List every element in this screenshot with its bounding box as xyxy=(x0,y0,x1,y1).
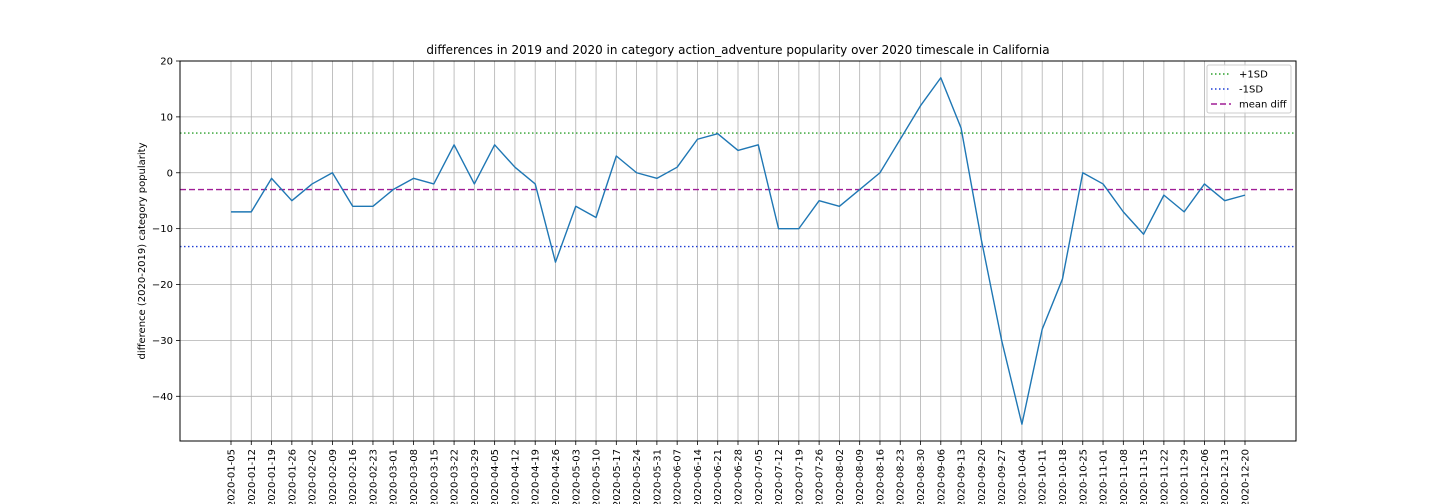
y-tick-label: −10 xyxy=(152,224,173,235)
x-tick-label: 2020-09-27 xyxy=(997,449,1008,504)
x-tick-label: 2020-07-19 xyxy=(794,449,805,504)
x-tick-label: 2020-12-20 xyxy=(1241,449,1252,504)
x-tick-label: 2020-06-21 xyxy=(713,449,724,504)
x-tick-label: 2020-07-05 xyxy=(754,449,765,504)
y-axis-ticks: 20 10 0 −10 −20 −30 −40 xyxy=(152,57,180,403)
x-tick-label: 2020-03-01 xyxy=(389,449,400,504)
x-tick-label: 2020-12-13 xyxy=(1220,449,1231,504)
y-tick-label: 20 xyxy=(160,57,173,68)
x-tick-label: 2020-10-04 xyxy=(1017,449,1028,504)
x-tick-label: 2020-07-12 xyxy=(774,449,785,504)
y-axis-label: difference (2020-2019) category populari… xyxy=(137,142,148,359)
legend: +1SD -1SD mean diff xyxy=(1206,64,1292,114)
x-tick-label: 2020-06-07 xyxy=(673,449,684,504)
x-tick-label: 2020-08-09 xyxy=(855,449,866,504)
x-tick-label: 2020-04-26 xyxy=(551,449,562,504)
x-tick-label: 2020-04-19 xyxy=(531,449,542,504)
x-tick-label: 2020-05-24 xyxy=(632,449,643,504)
x-tick-label: 2020-09-20 xyxy=(977,449,988,504)
x-tick-label: 2020-03-29 xyxy=(470,449,481,504)
x-tick-label: 2020-05-03 xyxy=(571,449,582,504)
x-tick-label: 2020-11-01 xyxy=(1099,449,1110,504)
x-tick-label: 2020-09-06 xyxy=(936,449,947,504)
x-tick-label: 2020-05-10 xyxy=(592,449,603,504)
x-tick-label: 2020-02-02 xyxy=(308,449,319,504)
x-tick-label: 2020-11-08 xyxy=(1119,449,1130,504)
x-tick-label: 2020-02-23 xyxy=(368,449,379,504)
x-tick-label: 2020-10-18 xyxy=(1058,449,1069,504)
x-tick-label: 2020-08-16 xyxy=(875,449,886,504)
reference-lines xyxy=(180,132,1296,248)
legend-label: +1SD xyxy=(1239,70,1268,81)
x-tick-label: 2020-08-02 xyxy=(835,449,846,504)
y-tick-label: −40 xyxy=(152,392,173,403)
legend-label: -1SD xyxy=(1239,85,1263,96)
x-tick-label: 2020-08-30 xyxy=(916,449,927,504)
x-tick-label: 2020-07-26 xyxy=(815,449,826,504)
x-tick-label: 2020-04-12 xyxy=(510,449,521,504)
x-tick-label: 2020-01-19 xyxy=(267,449,278,504)
x-tick-label: 2020-02-09 xyxy=(328,449,339,504)
grid-lines xyxy=(180,60,1296,441)
x-tick-label: 2020-05-31 xyxy=(652,449,663,504)
x-tick-label: 2020-10-25 xyxy=(1078,449,1089,504)
x-tick-label: 2020-01-05 xyxy=(227,449,238,504)
x-tick-label: 2020-05-17 xyxy=(612,449,623,504)
x-tick-label: 2020-11-29 xyxy=(1180,449,1191,504)
x-tick-label: 2020-03-08 xyxy=(409,449,420,504)
x-tick-label: 2020-04-05 xyxy=(490,449,501,504)
x-tick-label: 2020-11-15 xyxy=(1139,449,1150,504)
x-tick-label: 2020-02-16 xyxy=(348,449,359,504)
series-line xyxy=(231,77,1246,425)
x-tick-label: 2020-09-13 xyxy=(957,449,968,504)
x-tick-label: 2020-01-26 xyxy=(287,449,298,504)
y-tick-label: −30 xyxy=(152,336,173,347)
x-tick-label: 2020-12-06 xyxy=(1200,449,1211,504)
legend-box xyxy=(1206,64,1292,114)
x-tick-label: 2020-06-28 xyxy=(734,449,745,504)
y-tick-label: 10 xyxy=(160,112,173,123)
x-tick-label: 2020-11-22 xyxy=(1159,449,1170,504)
series-layer xyxy=(231,77,1246,425)
x-tick-label: 2020-10-11 xyxy=(1038,449,1049,504)
x-tick-label: 2020-01-12 xyxy=(247,449,258,504)
x-tick-label: 2020-03-22 xyxy=(450,449,461,504)
y-tick-label: −20 xyxy=(152,280,173,291)
y-tick-label: 0 xyxy=(167,168,173,179)
x-tick-label: 2020-03-15 xyxy=(429,449,440,504)
x-tick-label: 2020-08-23 xyxy=(896,449,907,504)
legend-label: mean diff xyxy=(1239,100,1288,111)
x-tick-label: 2020-06-14 xyxy=(693,449,704,504)
chart-title: differences in 2019 and 2020 in category… xyxy=(426,43,1049,57)
x-axis-ticks: 2020-01-05 2020-01-12 2020-01-19 2020-01-26… xyxy=(227,441,1252,504)
